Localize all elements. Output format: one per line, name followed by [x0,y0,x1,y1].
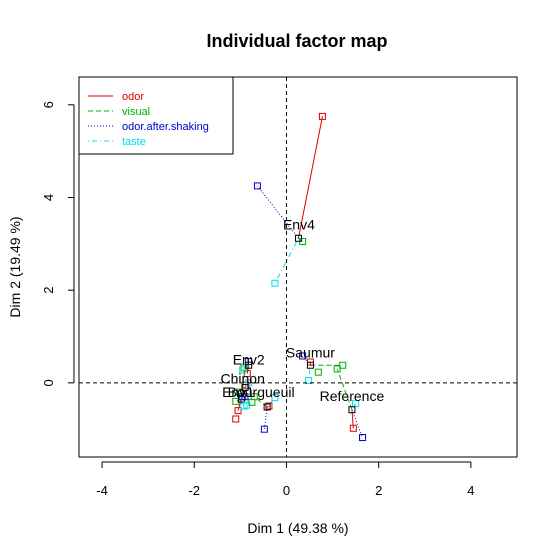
partial-line-env2-odor [246,365,250,374]
individual-label-reference: Reference [320,388,385,404]
individual-point-reference [348,406,356,414]
partial-point-env1-odor-after-shaking [241,393,249,401]
individual-label-env1: Env1 [222,384,254,400]
legend-label-visual: visual [122,106,150,118]
individual-label-env4: Env4 [283,216,315,232]
partial-line-env2-taste [242,364,249,371]
chart-title: Individual factor map [206,31,387,51]
partial-point-env4-odor-after-shaking [253,182,261,190]
individual-point-env1 [237,395,245,403]
partial-line-reference-visual [336,368,353,410]
y-axis-label: Dim 2 (19.49 %) [7,216,23,317]
individual-point-env4 [294,234,302,242]
individual-labels-layer: Env4 Saumur Reference Env2 ChinonEnv1Bourgue… [220,216,384,403]
partial-point-chinon-taste [245,379,253,387]
partial-point-saumur-odor-after-shaking [299,352,307,360]
extra-point-visual [314,368,322,376]
y-tick-label: 2 [41,287,56,294]
partial-point-env2-odor-after-shaking [245,358,253,366]
individual-label-env2: Env2 [233,352,265,368]
partial-point-reference-taste [352,400,360,408]
partial-point-bourgueuil-taste [271,394,279,402]
x-tick-label: 2 [375,483,382,498]
x-tick-label: -4 [96,483,108,498]
legend: odor visual odor.after.shaking taste [78,76,234,155]
individual-label-chinon: Chinon [220,371,264,387]
individual-point-chinon [241,383,249,391]
partial-line-env4-odor [297,116,323,239]
extra-point-odor [232,415,240,423]
partial-line-bourgueuil-odor-after-shaking [263,406,268,430]
partial-line-saumur-taste [308,365,311,381]
legend-box [78,76,234,155]
y-tick-label: 6 [41,101,56,108]
legend-label-odor: odor [122,91,144,103]
partial-line-saumur-odor-after-shaking [302,355,311,366]
x-axis-label: Dim 1 (49.38 %) [247,520,348,536]
individual-point-saumur [306,361,314,369]
plot-frame [78,76,518,458]
extra-point-visual [248,398,256,406]
partial-point-reference-odor [349,424,357,432]
points-layer [232,112,367,442]
x-tick-label: 0 [283,483,290,498]
reference-lines [79,77,517,457]
individual-point-env2 [245,361,253,369]
partial-point-saumur-visual [339,361,347,369]
legend-label-taste: taste [122,136,146,148]
individual-point-bourgueuil [263,403,271,411]
partial-point-saumur-taste [305,377,313,385]
partial-point-reference-odor-after-shaking [359,434,367,442]
partial-line-env4-odor-after-shaking [257,185,299,239]
x-tick-label: -2 [188,483,200,498]
x-tick-label: 4 [467,483,474,498]
partial-point-env4-taste [271,279,279,287]
partial-line-env1-odor [237,398,242,411]
legend-label-odor-after-shaking: odor.after.shaking [122,121,209,133]
partial-point-reference-visual [333,365,341,373]
partial-line-reference-taste [351,403,357,410]
y-tick-label: 0 [41,379,56,386]
partial-point-bourgueuil-odor [265,402,273,410]
x-axis: -4 -2 0 2 4 [96,461,475,498]
partial-point-env2-taste [239,366,247,374]
partial-line-bourgueuil-taste [266,397,276,408]
partial-line-reference-odor-after-shaking [351,409,364,438]
partial-point-bourgueuil-odor-after-shaking [260,425,268,433]
individual-label-bourgueuil: Bourgueuil [228,384,295,400]
y-tick-label: 4 [41,194,56,201]
partial-point-env4-odor [318,112,326,120]
partial-point-env1-odor [234,407,242,415]
individual-label-saumur: Saumur [286,345,335,361]
y-axis: 0 2 4 6 [41,101,75,386]
partial-line-env4-taste [274,238,299,284]
partial-line-bourgueuil-visual [253,396,268,408]
partial-line-chinon-taste [244,382,250,388]
